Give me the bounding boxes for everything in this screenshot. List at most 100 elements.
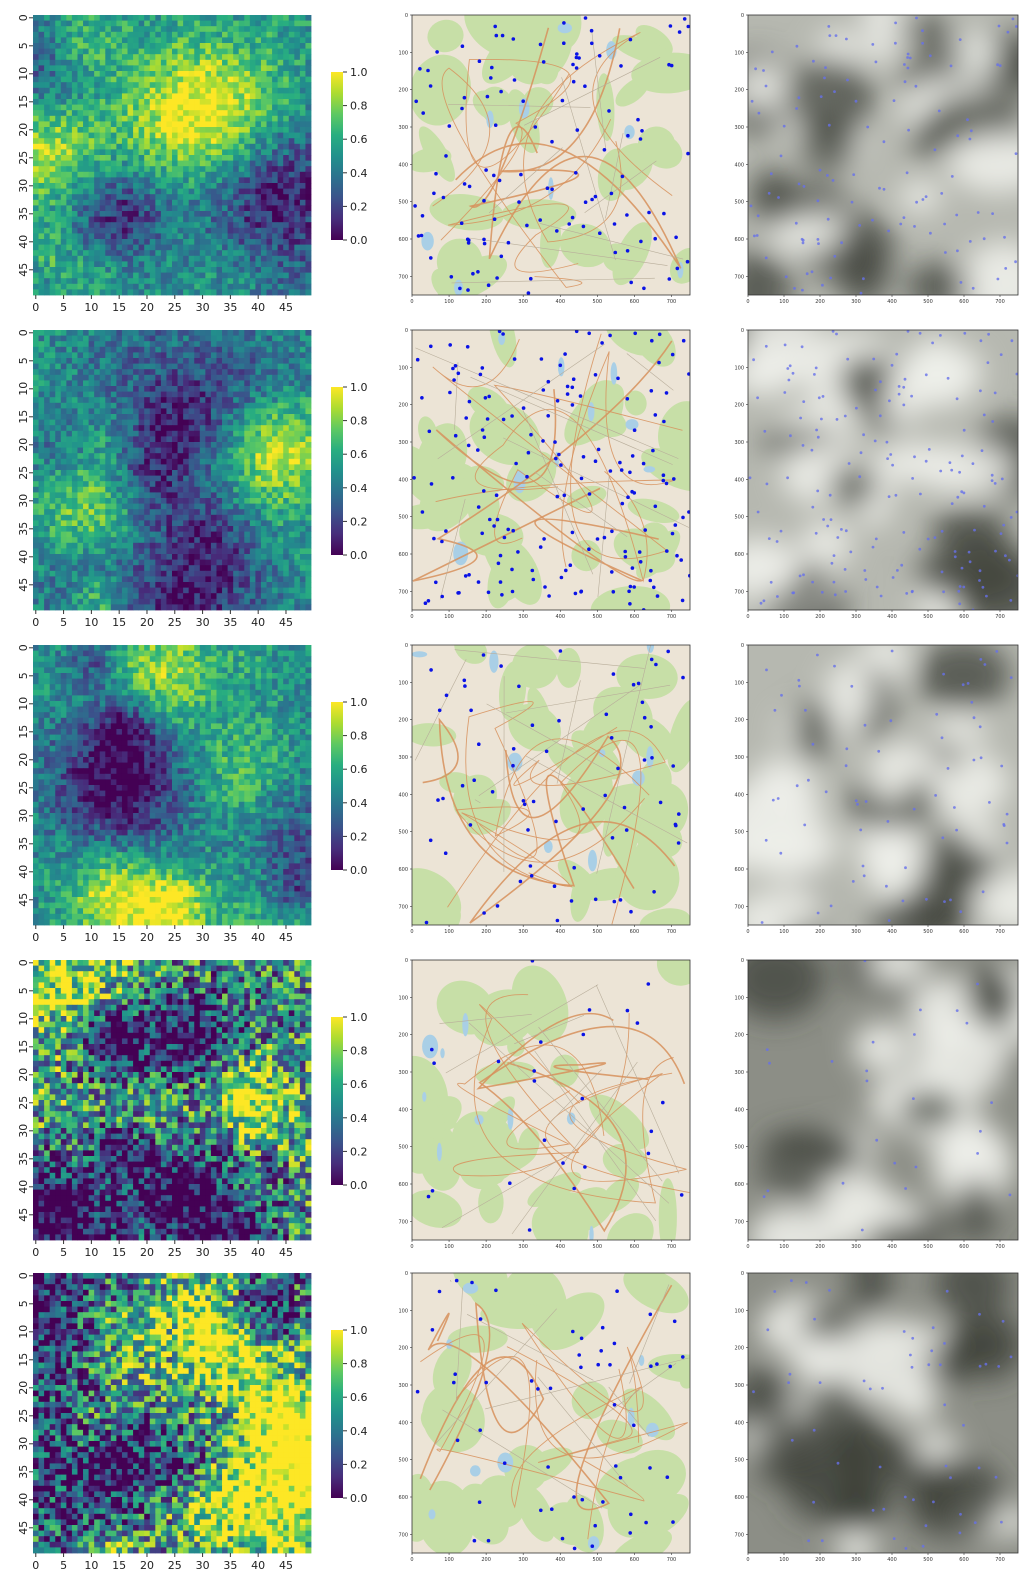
heatmap-cell — [294, 160, 301, 167]
heatmap-cell — [138, 419, 145, 426]
heatmap-cell — [233, 194, 240, 201]
heatmap-cell — [299, 188, 306, 195]
heatmap-cell — [205, 115, 212, 122]
heatmap-cell — [210, 278, 217, 285]
heatmap-cell — [277, 363, 284, 370]
heatmap-cell — [49, 278, 56, 285]
heatmap-cell — [38, 267, 45, 273]
heatmap-cell — [305, 160, 312, 167]
osm-forest — [540, 212, 561, 268]
heatmap-cell — [166, 520, 173, 527]
heatmap-cell — [177, 15, 184, 21]
heatmap-cell — [71, 430, 78, 437]
osm-point — [571, 79, 576, 84]
heatmap-cell — [277, 143, 284, 150]
heatmap-cell — [138, 76, 145, 83]
heatmap-cell — [172, 31, 178, 38]
heatmap-cell — [210, 205, 217, 212]
heatmap-cell — [283, 369, 290, 376]
heatmap-cell — [227, 261, 234, 268]
heatmap-cell — [299, 335, 306, 342]
heatmap-cell — [149, 442, 156, 448]
heatmap-cell — [138, 71, 145, 77]
heatmap-cell — [266, 537, 273, 544]
merge-point — [866, 125, 870, 129]
heatmap-cell — [288, 363, 295, 370]
heatmap-cell — [210, 475, 217, 482]
heatmap-cell — [33, 391, 39, 398]
heatmap-cell — [177, 330, 184, 336]
heatmap-cell — [194, 216, 201, 223]
heatmap-cell — [133, 419, 140, 426]
heatmap-cell — [294, 115, 301, 122]
heatmap-cell — [222, 458, 228, 465]
heatmap-cell — [110, 110, 117, 117]
heatmap-cell — [227, 166, 234, 173]
heatmap-cell — [188, 59, 195, 66]
heatmap-cell — [210, 222, 217, 229]
merge-point — [850, 200, 854, 204]
heatmap-cell — [238, 54, 245, 61]
heatmap-cell — [188, 104, 195, 111]
heatmap-cell — [110, 261, 117, 268]
heatmap-cell — [249, 453, 256, 460]
heatmap-cell — [105, 414, 112, 420]
heatmap-cell — [144, 250, 151, 257]
heatmap-cell — [216, 76, 223, 83]
heatmap-cell — [60, 76, 67, 83]
heatmap-cell — [227, 503, 234, 510]
heatmap-cell — [44, 54, 51, 61]
heatmap-cell — [149, 537, 156, 544]
heatmap-cell — [294, 71, 301, 77]
heatmap-cell — [160, 503, 167, 510]
heatmap-cell — [288, 272, 295, 279]
heatmap-cell — [38, 453, 45, 460]
heatmap-cell — [216, 464, 223, 471]
merge-point — [914, 84, 918, 88]
heatmap-cell — [238, 37, 245, 44]
heatmap-cell — [121, 87, 128, 94]
heatmap-cell — [277, 54, 284, 61]
heatmap-cell — [155, 54, 162, 61]
heatmap-cell — [55, 15, 62, 21]
heatmap-cell — [88, 330, 95, 336]
heatmap-cell — [155, 222, 162, 229]
heatmap-cell — [255, 475, 262, 482]
heatmap-cell — [288, 267, 295, 273]
heatmap-cell — [222, 155, 228, 161]
heatmap-cell — [138, 408, 145, 415]
heatmap-cell — [121, 278, 128, 285]
heatmap-cell — [199, 386, 206, 392]
heatmap-cell — [44, 278, 51, 285]
heatmap-cell — [83, 369, 89, 376]
heatmap-cell — [255, 76, 262, 83]
heatmap-cell — [166, 470, 173, 476]
heatmap-cell — [38, 160, 45, 167]
merge-ytick-label: 0 — [741, 13, 744, 19]
heatmap-cell — [99, 183, 106, 189]
heatmap-cell — [283, 358, 290, 364]
heatmap-cell — [121, 121, 128, 128]
heatmap-cell — [105, 464, 112, 471]
heatmap-cell — [244, 548, 251, 555]
heatmap-cell — [177, 48, 184, 55]
heatmap-cell — [277, 464, 284, 471]
heatmap-cell — [77, 537, 84, 544]
heatmap-cell — [299, 358, 306, 364]
heatmap-cell — [288, 386, 295, 392]
heatmap-cell — [294, 425, 301, 432]
heatmap-cell — [60, 330, 67, 336]
heatmap-cell — [277, 188, 284, 195]
heatmap-cell — [294, 520, 301, 527]
heatmap-cell — [194, 15, 201, 21]
heatmap-cell — [55, 160, 62, 167]
heatmap-cell — [227, 358, 234, 364]
heatmap-cell — [38, 31, 45, 38]
merge-point — [968, 240, 972, 243]
merge-point — [801, 241, 805, 245]
heatmap-cell — [288, 183, 295, 189]
osm-point — [562, 41, 566, 45]
heatmap-cell — [105, 419, 112, 426]
heatmap-cell — [121, 363, 128, 370]
heatmap-cell — [66, 255, 73, 262]
